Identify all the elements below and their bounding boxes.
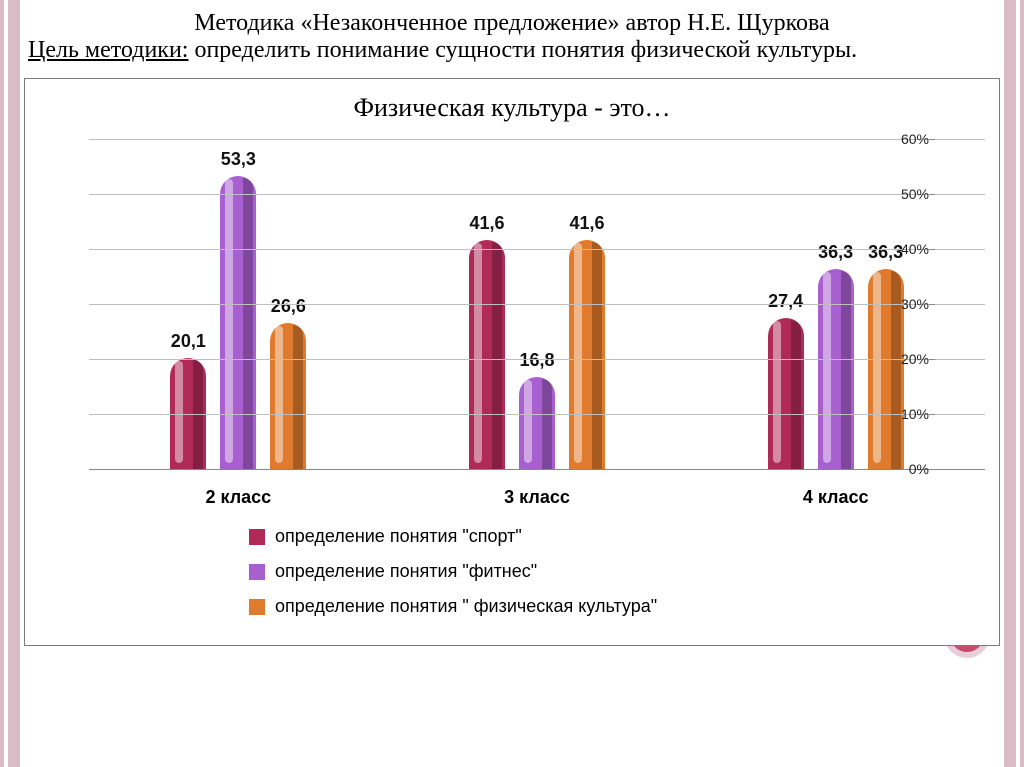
y-tick-mark: [929, 414, 935, 415]
y-tick-mark: [929, 304, 935, 305]
value-label: 53,3: [221, 149, 256, 170]
methodology-goal: Цель методики: определить понимание сущн…: [28, 37, 996, 64]
y-tick-label: 30%: [901, 296, 929, 312]
y-tick-label: 60%: [901, 131, 929, 147]
bar: [569, 240, 605, 469]
gridline: [89, 249, 985, 250]
bar: [270, 323, 306, 469]
x-axis: 2 класс3 класс4 класс: [89, 487, 985, 508]
x-axis-label: 4 класс: [686, 487, 985, 508]
bar-slot: 41,6: [565, 240, 609, 469]
plot: 20,153,326,641,616,841,627,436,336,3 0%1…: [89, 139, 985, 469]
x-axis-label: 3 класс: [388, 487, 687, 508]
bars: 41,616,841,6: [465, 240, 609, 469]
value-label: 16,8: [519, 350, 554, 371]
value-label: 20,1: [171, 331, 206, 352]
value-label: 41,6: [469, 213, 504, 234]
methodology-title: Методика «Незаконченное предложение» авт…: [28, 10, 996, 37]
value-label: 41,6: [569, 213, 604, 234]
legend-item: определение понятия "фитнес": [249, 561, 985, 582]
bar: [868, 269, 904, 469]
bar: [519, 377, 555, 469]
gridline: [89, 359, 985, 360]
y-tick-mark: [929, 249, 935, 250]
page-content: Методика «Незаконченное предложение» авт…: [24, 10, 1000, 646]
gridline: [89, 194, 985, 195]
y-tick-mark: [929, 194, 935, 195]
bars: 27,436,336,3: [764, 269, 908, 469]
value-label: 36,3: [868, 242, 903, 263]
legend: определение понятия "спорт" определение п…: [249, 526, 985, 617]
bars: 20,153,326,6: [166, 176, 310, 469]
value-label: 36,3: [818, 242, 853, 263]
gridline: [89, 469, 985, 470]
header-block: Методика «Незаконченное предложение» авт…: [24, 10, 1000, 72]
gridline: [89, 304, 985, 305]
legend-swatch: [249, 529, 265, 545]
y-tick-label: 0%: [909, 461, 929, 477]
gridline: [89, 414, 985, 415]
plot-area: 20,153,326,641,616,841,627,436,336,3 0%1…: [39, 139, 985, 469]
bar: [768, 318, 804, 469]
bar-slot: 27,4: [764, 318, 808, 469]
legend-swatch: [249, 599, 265, 615]
bar: [818, 269, 854, 469]
legend-label: определение понятия "спорт": [275, 526, 522, 547]
goal-text: определить понимание сущности понятия фи…: [188, 37, 857, 63]
y-tick-label: 50%: [901, 186, 929, 202]
bar: [469, 240, 505, 469]
chart-title: Физическая культура - это…: [39, 93, 985, 123]
bar: [220, 176, 256, 469]
y-tick-mark: [929, 469, 935, 470]
chart-container: Физическая культура - это… 20,153,326,64…: [24, 78, 1000, 646]
y-tick-mark: [929, 139, 935, 140]
legend-item: определение понятия " физическая культур…: [249, 596, 985, 617]
bar-slot: 53,3: [216, 176, 260, 469]
y-tick-label: 10%: [901, 406, 929, 422]
legend-item: определение понятия "спорт": [249, 526, 985, 547]
x-axis-label: 2 класс: [89, 487, 388, 508]
left-decor-stripe: [0, 0, 20, 767]
gridline: [89, 139, 985, 140]
legend-label: определение понятия " физическая культур…: [275, 596, 657, 617]
legend-label: определение понятия "фитнес": [275, 561, 537, 582]
y-axis: [39, 139, 89, 469]
goal-label: Цель методики:: [28, 37, 188, 63]
right-decor-stripe: [1004, 0, 1024, 767]
value-label: 26,6: [271, 296, 306, 317]
bar-slot: 36,3: [814, 269, 858, 469]
legend-swatch: [249, 564, 265, 580]
value-label: 27,4: [768, 291, 803, 312]
bar-slot: 26,6: [266, 323, 310, 469]
bar-slot: 16,8: [515, 377, 559, 469]
y-tick-mark: [929, 359, 935, 360]
y-tick-label: 20%: [901, 351, 929, 367]
y-tick-label: 40%: [901, 241, 929, 257]
bar-slot: 41,6: [465, 240, 509, 469]
